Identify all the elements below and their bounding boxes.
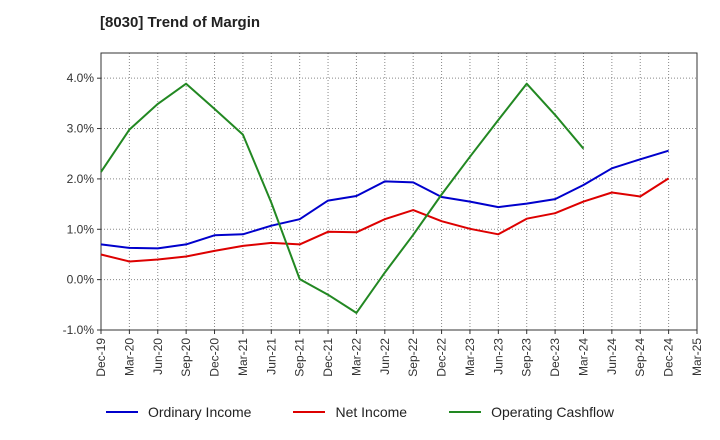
legend-swatch-ordinary-income xyxy=(105,411,138,413)
x-tick-label: Jun-24 xyxy=(605,338,619,375)
x-tick-label: Mar-25 xyxy=(690,338,704,376)
x-tick-label: Mar-20 xyxy=(122,338,136,376)
legend-item-ordinary-income: Ordinary Income xyxy=(105,404,252,420)
chart-legend: Ordinary Income Net Income Operating Cas… xyxy=(0,404,720,420)
chart-title: [8030] Trend of Margin xyxy=(100,14,261,31)
y-tick-label: 3.0% xyxy=(67,122,95,136)
x-tick-label: Sep-23 xyxy=(520,338,534,377)
y-tick-label: 4.0% xyxy=(67,71,95,85)
x-tick-label: Sep-22 xyxy=(406,338,420,377)
x-tick-label: Jun-23 xyxy=(491,338,505,375)
x-tick-label: Jun-21 xyxy=(264,338,278,375)
x-tick-label: Mar-21 xyxy=(236,338,250,376)
y-tick-label: 0.0% xyxy=(67,273,95,287)
x-tick-label: Mar-23 xyxy=(463,338,477,376)
x-tick-label: Jun-22 xyxy=(378,338,392,375)
legend-label-ordinary-income: Ordinary Income xyxy=(147,404,252,420)
y-tick-label: 2.0% xyxy=(67,172,95,186)
legend-item-net-income: Net Income xyxy=(293,404,407,420)
x-tick-label: Mar-24 xyxy=(576,338,590,376)
x-tick-label: Dec-19 xyxy=(94,338,108,377)
x-tick-label: Sep-21 xyxy=(293,338,307,377)
legend-swatch-net-income xyxy=(293,411,326,413)
x-tick-label: Jun-20 xyxy=(151,338,165,375)
x-tick-label: Mar-22 xyxy=(349,338,363,376)
x-tick-label: Sep-20 xyxy=(179,338,193,377)
series-line-net-income xyxy=(100,177,670,263)
legend-item-operating-cashflow: Operating Cashflow xyxy=(449,404,614,420)
legend-label-net-income: Net Income xyxy=(335,404,408,420)
plot-area-border xyxy=(100,52,698,331)
y-tick-label: 1.0% xyxy=(67,222,95,236)
x-tick-label: Dec-20 xyxy=(208,338,222,377)
series-line-ordinary-income xyxy=(100,149,669,250)
y-tick-label: -1.0% xyxy=(63,323,95,337)
legend-swatch-operating-cashflow xyxy=(449,411,482,413)
x-tick-label: Dec-24 xyxy=(662,338,676,377)
x-tick-label: Sep-24 xyxy=(633,338,647,377)
legend-label-operating-cashflow: Operating Cashflow xyxy=(491,404,615,420)
series-line-operating-cashflow xyxy=(100,82,585,314)
x-tick-label: Dec-22 xyxy=(435,338,449,377)
x-tick-label: Dec-21 xyxy=(321,338,335,377)
x-tick-label: Dec-23 xyxy=(548,338,562,377)
